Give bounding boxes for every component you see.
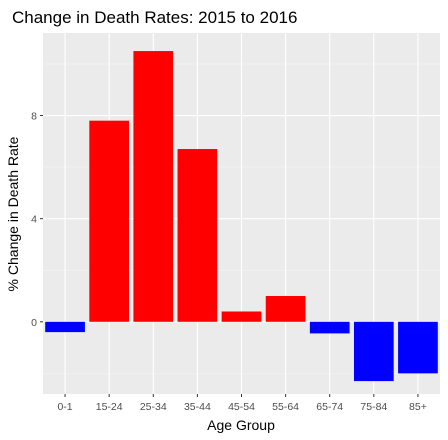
- bar: [353, 321, 394, 382]
- x-axis-label: Age Group: [207, 417, 275, 433]
- x-tick-label: 45-54: [228, 401, 255, 413]
- x-tick-label: 35-44: [184, 401, 211, 413]
- bar: [265, 296, 306, 322]
- bar: [398, 321, 438, 374]
- y-axis-label: % Change in Death Rate: [5, 136, 21, 291]
- bar: [45, 321, 85, 333]
- y-tick-label: 0: [31, 317, 37, 329]
- bar: [89, 120, 130, 322]
- bar: [177, 149, 218, 322]
- y-tick-label: 8: [31, 111, 37, 123]
- chart-title: Change in Death Rates: 2015 to 2016: [12, 8, 297, 27]
- y-axis: 0 4 8: [31, 111, 43, 329]
- x-tick-label: 75-84: [360, 401, 387, 413]
- x-tick-label: 85+: [409, 401, 427, 413]
- x-tick-label: 0-1: [57, 401, 72, 413]
- bars: [45, 51, 438, 382]
- bar: [133, 51, 174, 322]
- bar: [221, 311, 262, 322]
- x-tick-label: 65-74: [316, 401, 343, 413]
- x-tick-label: 55-64: [272, 401, 299, 413]
- y-tick-label: 4: [31, 214, 37, 226]
- x-tick-label: 25-34: [140, 401, 167, 413]
- x-axis: 0-1 15-24 25-34 35-44 45-54 55-64 65-74 75-84 85…: [57, 394, 427, 413]
- x-tick-label: 15-24: [96, 401, 123, 413]
- bar: [309, 321, 350, 334]
